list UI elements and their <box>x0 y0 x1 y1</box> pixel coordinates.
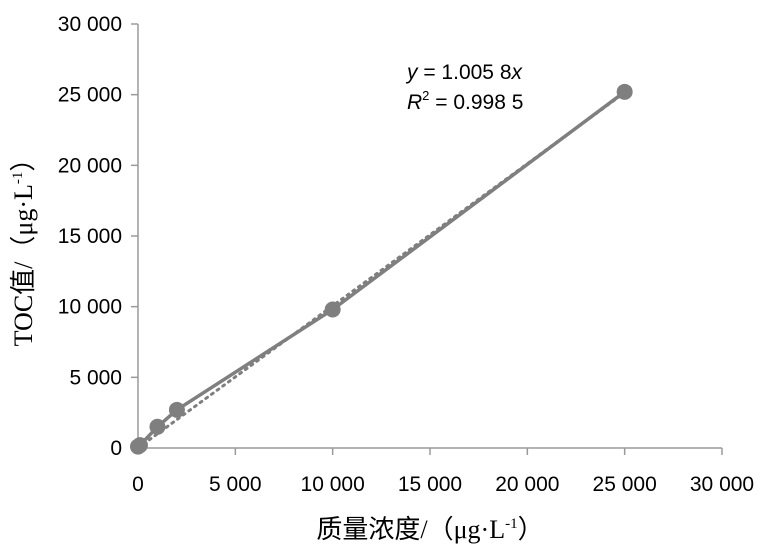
eq-x-var: x <box>511 61 524 84</box>
data-point <box>168 401 185 418</box>
r2-superscript: 2 <box>422 88 429 103</box>
data-point <box>131 437 148 454</box>
r-squared-label: R2 = 0.998 5 <box>407 88 523 114</box>
y-axis-title: TOC值/（μg·L-1） <box>9 146 38 347</box>
y-axis-title-sup: -1 <box>10 172 26 185</box>
y-tick-label: 30 000 <box>58 13 122 36</box>
r2-rest: = 0.998 5 <box>429 91 523 114</box>
r2-var: R <box>407 91 422 114</box>
regression-equation: y = 1.005 8x <box>405 61 524 84</box>
y-tick-label: 0 <box>110 437 122 460</box>
trendline-group <box>136 91 627 450</box>
x-axis-title-main: 质量浓度/（μg·L <box>316 515 505 544</box>
x-tick-label: 30 000 <box>690 473 754 496</box>
y-ticks: 0 5 000 10 000 15 000 20 000 25 000 30 000 <box>58 13 138 460</box>
data-point <box>149 418 166 435</box>
series-group <box>130 83 633 455</box>
eq-y-var: y <box>405 61 419 84</box>
x-tick-label: 25 000 <box>593 473 657 496</box>
data-point <box>616 83 633 100</box>
y-tick-label: 20 000 <box>58 154 122 177</box>
data-point <box>324 301 341 318</box>
x-tick-label: 0 <box>132 473 144 496</box>
x-tick-label: 5 000 <box>209 473 262 496</box>
x-ticks: 0 5 000 10 000 15 000 20 000 25 000 30 000 <box>132 448 754 496</box>
x-tick-label: 20 000 <box>495 473 559 496</box>
x-axis-title-sup: -1 <box>505 516 518 532</box>
x-axis-title-close: ） <box>518 515 544 544</box>
trendline <box>136 91 627 450</box>
eq-rest: = 1.005 8 <box>418 61 512 84</box>
y-tick-label: 10 000 <box>58 296 122 319</box>
x-tick-label: 10 000 <box>301 473 365 496</box>
y-axis-title-close: ） <box>9 146 38 172</box>
y-tick-label: 15 000 <box>58 225 122 248</box>
y-axis-title-main: TOC值/（μg·L <box>9 184 38 346</box>
x-tick-label: 15 000 <box>398 473 462 496</box>
x-axis-title: 质量浓度/（μg·L-1） <box>316 515 543 544</box>
y-tick-label: 25 000 <box>58 84 122 107</box>
y-tick-label: 5 000 <box>69 366 122 389</box>
